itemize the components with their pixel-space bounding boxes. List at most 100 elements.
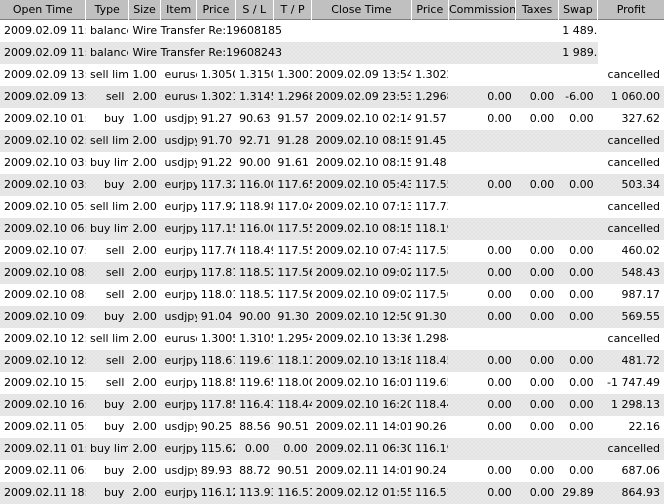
table-row[interactable]: 2009.02.11 05:41buy2.00usdjpy90.2588.569… xyxy=(0,416,664,438)
table-row[interactable]: 2009.02.10 01:28buy1.00usdjpy91.2790.639… xyxy=(0,108,664,130)
table-row[interactable]: 2009.02.09 13:48sell limit1.00eurusd1.30… xyxy=(0,64,664,86)
cell-close-time: 2009.02.10 07:43 xyxy=(311,240,412,262)
cell-swap: 0.00 xyxy=(558,240,598,262)
column-header-close_price[interactable]: Price xyxy=(411,0,449,20)
table-row[interactable]: 2009.02.11 01:23buy limit2.00eurjpy115.6… xyxy=(0,438,664,460)
cell-open-time: 2009.02.11 18:43 xyxy=(0,482,86,504)
cell-close-price: 91.30 xyxy=(411,306,448,328)
column-header-commission[interactable]: Commission xyxy=(448,0,517,20)
cell-type: balance xyxy=(85,20,129,42)
table-row[interactable]: 2009.02.10 16:12buy2.00eurjpy117.85116.4… xyxy=(0,394,664,416)
table-row[interactable]: 2009.02.09 13:56sell2.00eurusd1.30211.31… xyxy=(0,86,664,108)
column-header-swap[interactable]: Swap xyxy=(558,0,599,20)
table-row[interactable]: 2009.02.10 06:08buy limit2.00eurjpy117.1… xyxy=(0,218,664,240)
table-row[interactable]: 2009.02.10 05:48sell limit2.00eurjpy117.… xyxy=(0,196,664,218)
cell-price: 118.85 xyxy=(196,372,236,394)
column-header-price[interactable]: Price xyxy=(196,0,236,20)
cell-profit: 548.43 xyxy=(598,262,664,284)
cell-type: buy xyxy=(86,394,128,416)
cell-take-profit: 117.55 xyxy=(273,240,312,262)
cell-swap: 0.00 xyxy=(558,350,597,372)
cell-commission: 0.00 xyxy=(448,394,515,416)
cell-stop-loss: 0.00 xyxy=(235,438,273,460)
cell-commission: 0.00 xyxy=(448,240,516,262)
cell-stop-loss: 118.52 xyxy=(235,262,273,284)
cell-price: 91.04 xyxy=(197,306,235,328)
cell-taxes xyxy=(515,152,559,174)
table-row[interactable]: 2009.02.10 08:13sell2.00eurjpy118.01118.… xyxy=(0,284,664,306)
cell-size: 2.00 xyxy=(128,86,160,108)
cell-close-time: 2009.02.11 14:01 xyxy=(311,416,412,438)
cell-stop-loss: 1.3150 xyxy=(235,64,274,86)
table-row[interactable]: 2009.02.10 07:13sell2.00eurjpy117.76118.… xyxy=(0,240,664,262)
cell-taxes: 0.00 xyxy=(516,394,558,416)
cell-close-price: 117.55 xyxy=(411,174,448,196)
cell-type: balance xyxy=(86,42,128,64)
cell-size: 1.00 xyxy=(128,108,161,130)
cell-taxes: 0.00 xyxy=(515,108,559,130)
cell-stop-loss: 119.67 xyxy=(235,350,273,372)
table-row[interactable]: 2009.02.11 06:29buy2.00usdjpy89.9388.729… xyxy=(0,460,664,482)
cell-swap: 0.00 xyxy=(558,416,598,438)
table-row[interactable]: 2009.02.10 02:17sell limit2.00usdjpy91.7… xyxy=(0,130,664,152)
cell-take-profit: 116.51 xyxy=(273,482,312,504)
cell-size: 2.00 xyxy=(128,394,160,416)
cell-taxes: 0.00 xyxy=(515,372,559,394)
table-row[interactable]: 2009.02.10 12:24sell limit2.00eurusd1.30… xyxy=(0,328,664,350)
cell-take-profit: 117.56 xyxy=(273,284,312,306)
cell-close-time: 2009.02.11 14:01 xyxy=(311,460,412,482)
cell-stop-loss: 88.72 xyxy=(235,460,274,482)
cell-commission: 0.00 xyxy=(448,108,516,130)
column-header-close_time[interactable]: Close Time xyxy=(311,0,412,20)
column-header-size[interactable]: Size xyxy=(128,0,162,20)
column-header-open_time[interactable]: Open Time xyxy=(0,0,87,20)
cell-close-price: 90.26 xyxy=(411,416,449,438)
column-header-tp[interactable]: T / P xyxy=(273,0,313,20)
cell-stop-loss: 118.49 xyxy=(235,240,274,262)
cell-size: 2.00 xyxy=(128,152,161,174)
table-row[interactable]: 2009.02.09 11:08balanceWire Transfer Re:… xyxy=(0,42,664,64)
table-row[interactable]: 2009.02.10 03:38buy2.00eurjpy117.32116.0… xyxy=(0,174,664,196)
cell-swap: 0.00 xyxy=(558,372,598,394)
cell-close-price: 91.57 xyxy=(411,108,449,130)
cell-profit: 481.72 xyxy=(598,350,664,372)
cell-close-time: 2009.02.10 09:02 xyxy=(312,262,411,284)
cell-size: 2.00 xyxy=(128,218,160,240)
cell-close-price: 117.55 xyxy=(411,240,449,262)
cell-type: sell xyxy=(86,350,128,372)
cell-profit: 1 060.00 xyxy=(598,86,664,108)
cell-close-time: 2009.02.10 08:15 xyxy=(312,218,411,240)
cell-commission xyxy=(448,64,516,86)
cell-price: 117.76 xyxy=(196,240,236,262)
cell-take-profit: 118.11 xyxy=(273,350,312,372)
cell-profit: 987.17 xyxy=(597,284,664,306)
column-header-taxes[interactable]: Taxes xyxy=(515,0,559,20)
table-row[interactable]: 2009.02.10 15:06sell2.00eurjpy118.85119.… xyxy=(0,372,664,394)
cell-close-price: 116.51 xyxy=(411,482,448,504)
column-header-type[interactable]: Type xyxy=(85,0,129,20)
cell-size: 2.00 xyxy=(128,262,160,284)
cell-close-time: 2009.02.10 02:14 xyxy=(311,108,412,130)
column-header-sl[interactable]: S / L xyxy=(235,0,274,20)
table-row[interactable]: 2009.02.09 11:07balanceWire Transfer Re:… xyxy=(0,20,664,42)
cell-profit: cancelled xyxy=(598,438,664,460)
table-row[interactable]: 2009.02.10 12:58sell2.00eurjpy118.67119.… xyxy=(0,350,664,372)
cell-swap xyxy=(558,152,598,174)
table-row[interactable]: 2009.02.10 08:12sell2.00eurjpy117.81118.… xyxy=(0,262,664,284)
table-row[interactable]: 2009.02.11 18:43buy2.00eurjpy116.12113.9… xyxy=(0,482,664,504)
cell-price: 91.27 xyxy=(196,108,236,130)
cell-type: sell xyxy=(85,240,129,262)
cell-profit: cancelled xyxy=(598,218,664,240)
table-row[interactable]: 2009.02.10 03:10buy limit2.00usdjpy91.22… xyxy=(0,152,664,174)
cell-type: sell xyxy=(86,262,128,284)
column-header-profit[interactable]: Profit xyxy=(597,0,664,20)
column-header-item[interactable]: Item xyxy=(160,0,198,20)
cell-price: 117.32 xyxy=(197,174,235,196)
cell-taxes: 0.00 xyxy=(516,174,558,196)
cell-swap xyxy=(558,196,598,218)
cell-close-time: 2009.02.11 06:30 xyxy=(312,438,411,460)
table-row[interactable]: 2009.02.10 09:11buy2.00usdjpy91.0490.009… xyxy=(0,306,664,328)
cell-item: eurjpy xyxy=(161,482,197,504)
